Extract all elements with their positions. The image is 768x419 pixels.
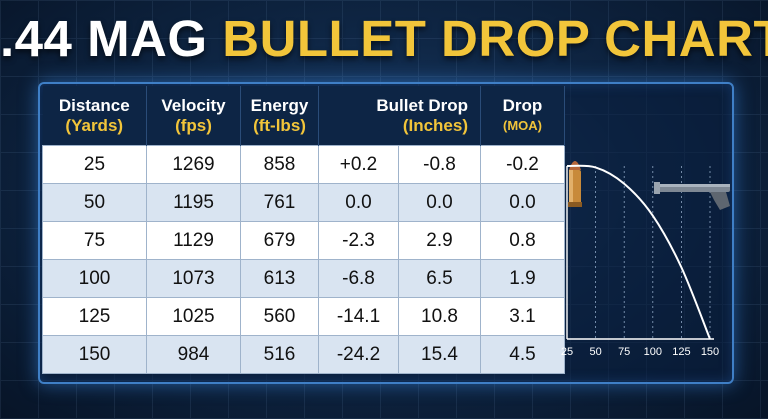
table-cell: 1269: [146, 145, 241, 184]
table-cell: 1073: [146, 259, 241, 298]
trajectory-chart: 25 50 75 100 125 150: [561, 161, 730, 358]
table-cell: -14.1: [318, 297, 399, 336]
table-cell: 150: [42, 335, 147, 374]
table-row: 25 1269 858 +0.2 -0.8 -0.2: [42, 145, 565, 184]
trajectory-line: [566, 164, 711, 340]
page-title: .44 MAG BULLET DROP CHART: [0, 6, 768, 72]
table-cell: 75: [42, 221, 147, 260]
x-tick-label: 50: [589, 346, 601, 358]
table-cell: 100: [42, 259, 147, 298]
table-row: 75 1129 679 -2.3 2.9 0.8: [42, 221, 565, 260]
x-tick-label: 125: [672, 346, 690, 358]
header-velocity: Velocity (fps): [146, 86, 241, 146]
table-cell: -24.2: [318, 335, 399, 374]
table-cell: 15.4: [398, 335, 481, 374]
trajectory-axes: [566, 166, 714, 340]
table-cell: 1195: [146, 183, 241, 222]
table-cell: 4.5: [480, 335, 565, 374]
table-cell: 0.0: [318, 183, 399, 222]
table-header-row: Distance (Yards) Velocity (fps) Energy (…: [42, 86, 565, 146]
table-cell: 679: [240, 221, 319, 260]
bullet-drop-table: Distance (Yards) Velocity (fps) Energy (…: [42, 86, 565, 374]
table-cell: 613: [240, 259, 319, 298]
table-row: 100 1073 613 -6.8 6.5 1.9: [42, 259, 565, 298]
x-tick-labels: 25 50 75 100 125 150: [561, 346, 719, 358]
table-cell: -6.8: [318, 259, 399, 298]
table-cell: 125: [42, 297, 147, 336]
bullet-icon: [568, 161, 582, 207]
title-chart-name: BULLET DROP CHART: [222, 10, 768, 67]
table-cell: -2.3: [318, 221, 399, 260]
table-cell: 858: [240, 145, 319, 184]
x-tick-label: 150: [701, 346, 719, 358]
title-caliber: .44 MAG: [0, 10, 208, 67]
table-cell: 0.0: [398, 183, 481, 222]
header-distance: Distance (Yards): [42, 86, 147, 146]
table-row: 50 1195 761 0.0 0.0 0.0: [42, 183, 565, 222]
table-cell: 560: [240, 297, 319, 336]
table-cell: 3.1: [480, 297, 565, 336]
table-cell: 50: [42, 183, 147, 222]
table-cell: 25: [42, 145, 147, 184]
header-energy: Energy (ft-lbs): [240, 86, 319, 146]
header-bullet-drop: Bullet Drop (Inches): [318, 86, 481, 146]
x-tick-label: 100: [644, 346, 662, 358]
table-cell: 984: [146, 335, 241, 374]
table-cell: 1.9: [480, 259, 565, 298]
revolver-icon: [654, 182, 730, 210]
table-cell: 761: [240, 183, 319, 222]
table-row: 150 984 516 -24.2 15.4 4.5: [42, 335, 565, 374]
table-cell: -0.8: [398, 145, 481, 184]
table-cell: -0.2: [480, 145, 565, 184]
table-cell: 1129: [146, 221, 241, 260]
table-cell: 0.8: [480, 221, 565, 260]
table-cell: 1025: [146, 297, 241, 336]
table-cell: 0.0: [480, 183, 565, 222]
table-cell: 516: [240, 335, 319, 374]
x-tick-label: 25: [561, 346, 573, 358]
table-cell: +0.2: [318, 145, 399, 184]
table-row: 125 1025 560 -14.1 10.8 3.1: [42, 297, 565, 336]
table-cell: 6.5: [398, 259, 481, 298]
table-cell: 10.8: [398, 297, 481, 336]
trajectory-grid: [595, 166, 711, 339]
table-cell: 2.9: [398, 221, 481, 260]
x-tick-label: 75: [618, 346, 630, 358]
header-drop-moa: Drop (MOA): [480, 86, 565, 146]
